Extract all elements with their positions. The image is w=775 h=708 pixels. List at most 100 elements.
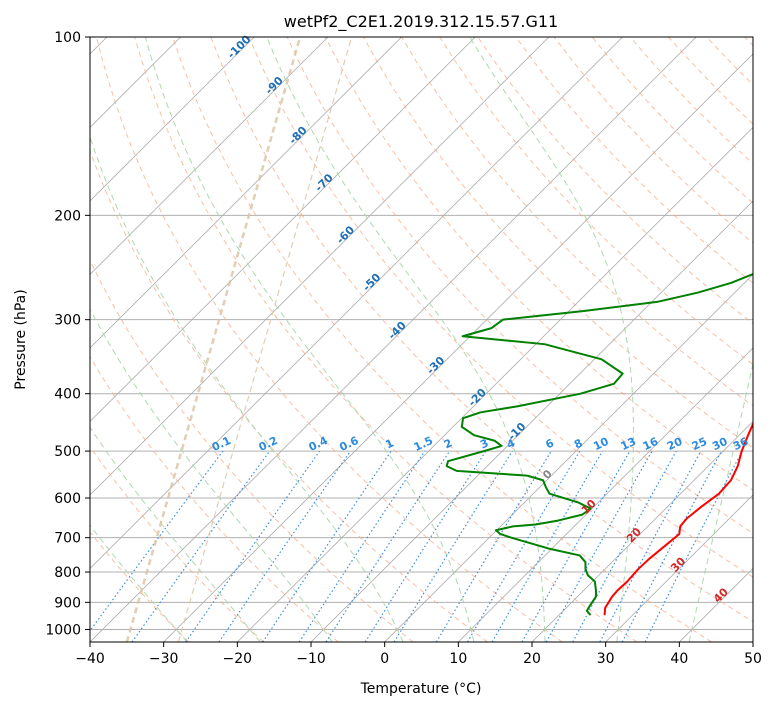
dry-adiabat-line [172,37,713,642]
mixing-ratio-label: 6 [544,436,557,451]
dry-adiabat-line [439,37,753,366]
grid-lines [90,214,753,630]
mixing-ratio-line [185,450,321,642]
mixing-ratio-line [262,450,392,642]
moist-adiabat-line [688,360,753,642]
x-tick-label: 0 [380,651,389,667]
dry-adiabat-line [553,37,753,244]
isotherm-line [531,420,753,642]
x-tick-label: 10 [449,651,467,667]
isotherm-label: -80 [286,124,309,147]
mixing-ratio-line [599,450,702,642]
moist-adiabat-line [90,524,188,642]
isotherm-label: -60 [334,223,357,246]
isotherm-line [752,641,753,642]
y-tick-label: 200 [54,208,81,224]
lcl-reference-arc [177,37,353,642]
mixing-ratio-line [545,450,653,642]
moist-adiabat-line [266,37,546,642]
isotherm-line [605,494,753,642]
moist-adiabat-line [90,135,404,642]
profile-lines [445,272,753,616]
isotherm-label: -40 [386,319,409,342]
mixing-ratio-line [435,450,552,642]
x-tick-label: 20 [523,651,541,667]
y-tick-label: 100 [54,30,81,46]
y-axis-ticks: 100 200 300 400 500 600 700 800 900 1000 [45,30,90,638]
x-tick-label: −40 [75,651,105,667]
isotherm-line [384,273,753,642]
dewpoint-profile [445,272,753,616]
isotherm-line [90,37,550,496]
y-tick-label: 700 [54,531,81,547]
mixing-ratio-line [393,450,513,642]
dry-adiabat-line [706,37,753,86]
mixing-ratio-line [364,450,487,642]
moist-adiabat-line [90,308,333,642]
dry-adiabat-line [744,37,753,47]
moist-adiabat-line [144,37,475,642]
mixing-ratio-label: 20 [665,435,685,453]
mixing-ratio-line [325,450,451,642]
temperature-profile [603,421,753,616]
mixing-ratio-label: 36 [731,435,751,453]
isotherm-line [90,37,255,202]
y-tick-label: 300 [54,313,81,329]
chart-title: wetPf2_C2E1.2019.312.15.57.G11 [284,12,558,32]
mixing-ratio-label: 13 [619,435,638,453]
reference-lines [90,37,753,642]
isotherm-line [163,53,753,642]
y-tick-label: 900 [54,595,81,611]
dry-adiabat-line [90,531,190,642]
mixing-ratio-label: 30 [710,435,730,453]
mixing-ratio-line [131,450,271,642]
x-tick-label: 30 [597,651,615,667]
isotherm-line [90,37,476,423]
y-tick-label: 400 [54,387,81,403]
mixing-ratio-line [298,450,426,642]
x-axis-ticks: −40 −30 −20 −10 0 10 20 30 40 50 [75,642,762,667]
x-tick-label: −20 [223,651,253,667]
dry-adiabat-line [90,259,414,642]
y-tick-label: 800 [54,565,81,581]
dry-adiabat-line [134,37,638,642]
y-tick-label: 1000 [45,622,81,638]
mixing-ratio-line [521,450,631,642]
isotherm-line [458,347,753,642]
y-tick-label: 500 [54,444,81,460]
isopleth-labels: 0.1 0.2 0.4 0.6 1 1.5 2 3 4 6 8 10 13 16 20 25 30 36-100-… [210,33,751,606]
y-tick-label: 600 [54,491,81,507]
dry-adiabat-line [668,37,753,125]
dry-adiabat-line [90,445,264,642]
isotherm-label: -50 [360,270,383,293]
dry-adiabat-line [401,37,753,407]
isotherm-label: -30 [424,354,447,377]
mixing-ratio-label: 2 [442,436,454,451]
isotherm-line [90,37,623,570]
isotherm-line [90,37,697,642]
mixing-ratio-label: 16 [641,435,661,453]
isotherm-line [90,37,402,349]
y-axis-title: Pressure (hPa) [13,289,29,389]
x-tick-label: −10 [296,651,326,667]
dry-adiabat-line [90,355,339,642]
dry-adiabat-line [248,37,753,578]
moist-adiabat-line [90,426,261,642]
isotherm-label: 20 [624,525,644,545]
dry-adiabat-line [515,37,753,284]
isotherm-line [310,200,753,642]
lcl-reference-arc [125,37,302,642]
mixing-ratio-line [572,450,677,642]
isotherm-line [237,126,753,642]
x-tick-label: 40 [670,651,688,667]
isotherm-label: -70 [312,171,335,194]
x-tick-label: 50 [744,651,762,667]
mixing-ratio-label: 10 [591,435,611,453]
dry-adiabat-line [90,149,488,642]
x-axis-title: Temperature (°C) [360,681,482,697]
plot-frame [89,36,754,643]
dry-adiabat-line [591,37,753,204]
isotherm-line [90,37,329,276]
dry-adiabat-line [286,37,753,534]
mixing-ratio-line [218,450,351,642]
